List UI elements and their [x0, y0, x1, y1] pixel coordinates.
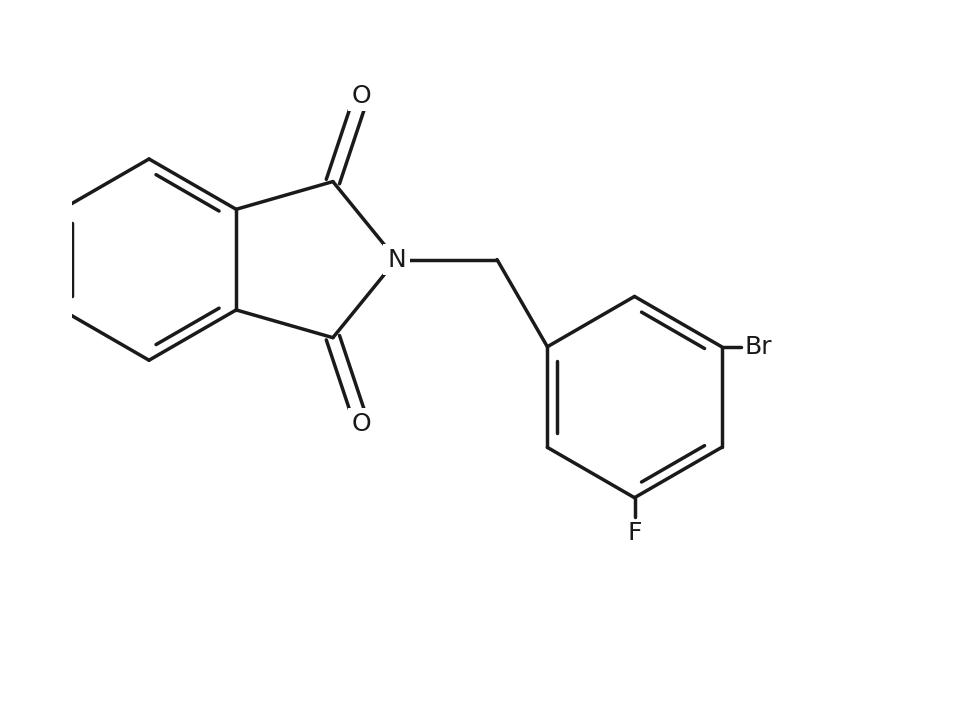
Text: O: O: [352, 84, 371, 108]
Text: Br: Br: [745, 335, 772, 359]
Text: O: O: [352, 412, 371, 436]
Text: F: F: [627, 521, 641, 545]
Text: N: N: [387, 247, 405, 271]
